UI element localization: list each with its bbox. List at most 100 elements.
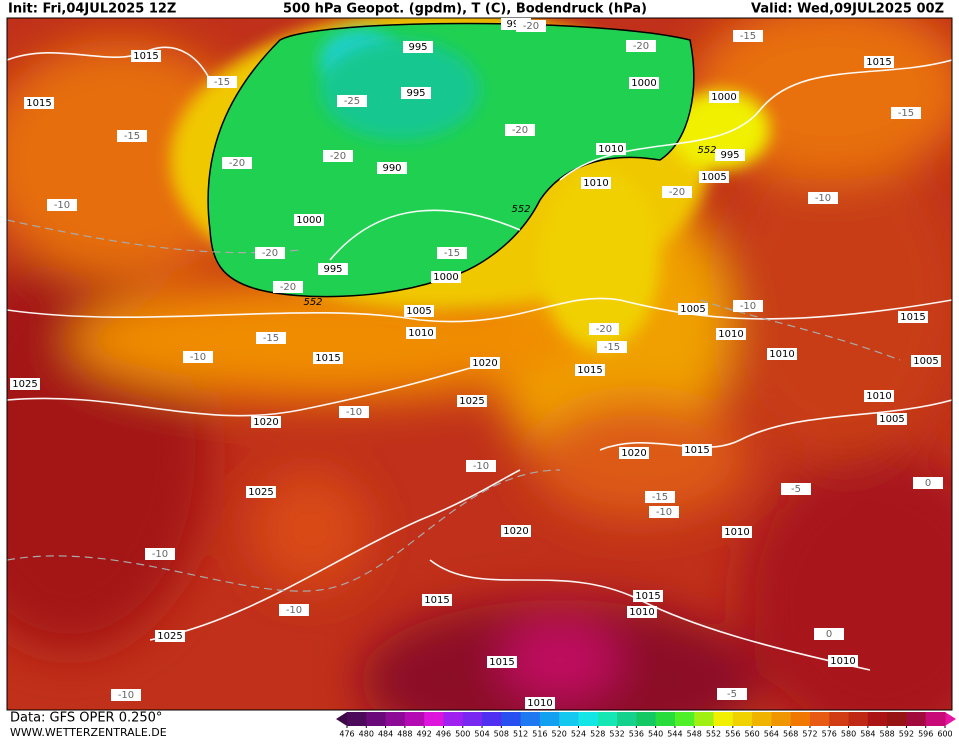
temperature-label: -10: [740, 301, 756, 312]
colorbar-cell: [906, 712, 927, 726]
label-box: [911, 355, 941, 367]
colorbar-tick-label: 504: [474, 730, 489, 739]
label-box: [406, 327, 436, 339]
label-box: [678, 303, 708, 315]
colorbar: 476 480 484 488 492 496 500 504 508 512 516 520 524 5…: [336, 712, 956, 739]
label-box: [828, 655, 858, 667]
isobar-label: 1005: [406, 306, 431, 317]
colorbar-tick-label: 588: [879, 730, 894, 739]
colorbar-tick-label: 520: [552, 730, 567, 739]
colorbar-cell: [462, 712, 483, 726]
label-box: [279, 604, 309, 616]
label-box: [716, 328, 746, 340]
site: WWW.WETTERZENTRALE.DE: [10, 726, 167, 739]
colorbar-cell: [713, 712, 734, 726]
temperature-label: -15: [740, 31, 756, 42]
isobar-label: 1005: [913, 356, 938, 367]
temperature-label: -10: [815, 193, 831, 204]
label-box: [891, 107, 921, 119]
colorbar-cell: [347, 712, 367, 726]
label-box: [715, 149, 745, 161]
colorbar-under: [336, 712, 347, 726]
label-box: [733, 30, 763, 42]
colorbar-cell: [655, 712, 676, 726]
temperature-label: -20: [633, 41, 649, 52]
colorbar-cell: [443, 712, 464, 726]
colorbar-cell: [674, 712, 695, 726]
temperature-label: -20: [523, 21, 539, 32]
isobar-label: 1010: [769, 349, 794, 360]
colorbar-over: [945, 712, 956, 726]
label-box: [709, 91, 739, 103]
label-box: [877, 413, 907, 425]
isobar-label: 1025: [248, 487, 273, 498]
label-box: [898, 311, 928, 323]
colorbar-tick-label: 564: [764, 730, 779, 739]
label-box: [131, 50, 161, 62]
colorbar-cell: [559, 712, 579, 726]
isobar-label: 1010: [866, 391, 891, 402]
temperature-label: -20: [512, 125, 528, 136]
label-box: [207, 76, 237, 88]
colorbar-tick-label: 568: [783, 730, 798, 739]
colorbar-cell: [809, 712, 830, 726]
temperature-label: -15: [604, 342, 620, 353]
label-box: [913, 477, 943, 489]
temperature-label: -10: [118, 690, 134, 701]
isobar-label: 1025: [157, 631, 182, 642]
colorbar-cell: [617, 712, 637, 726]
isobar-label: 995: [720, 150, 739, 161]
temperature-label: -15: [652, 492, 668, 503]
valid-time: Valid: Wed,09JUL2025 00Z: [751, 2, 944, 17]
colorbar-cell: [694, 712, 715, 726]
label-box: [323, 150, 353, 162]
label-box: [733, 300, 763, 312]
label-box: [422, 594, 452, 606]
colorbar-cell: [887, 712, 907, 726]
colorbar-tick-label: 512: [513, 730, 528, 739]
colorbar-tick-label: 516: [532, 730, 547, 739]
label-box: [273, 281, 303, 293]
isobar-label: 1020: [472, 358, 497, 369]
height-label: 552: [511, 204, 530, 215]
colorbar-tick-label: 548: [687, 730, 702, 739]
label-box: [466, 460, 496, 472]
label-box: [337, 95, 367, 107]
isobar-label: 1025: [12, 379, 37, 390]
isobar-label: 1015: [900, 312, 925, 323]
temperature-label: -20: [262, 248, 278, 259]
colorbar-tick-label: 572: [802, 730, 817, 739]
label-box: [256, 332, 286, 344]
isobar-label: 1020: [621, 448, 646, 459]
label-box: [626, 40, 656, 52]
label-box: [10, 378, 40, 390]
label-box: [246, 486, 276, 498]
isobar-label: 1010: [629, 607, 654, 618]
label-box: [318, 263, 348, 275]
init-time: Init: Fri,04JUL2025 12Z: [8, 2, 176, 17]
isobar-label: 1000: [433, 272, 458, 283]
isobar-label: 1005: [680, 304, 705, 315]
label-box: [457, 395, 487, 407]
label-box: [431, 271, 461, 283]
label-box: [581, 177, 611, 189]
colorbar-tick-label: 552: [706, 730, 721, 739]
isobar-label: 990: [382, 163, 401, 174]
colorbar-cell: [539, 712, 560, 726]
colorbar-tick-label: 536: [629, 730, 644, 739]
isobar-label: 1015: [315, 353, 340, 364]
map-title: 500 hPa Geopot. (gpdm), T (C), Bodendruc…: [283, 2, 647, 17]
label-box: [633, 590, 663, 602]
colorbar-tick-label: 528: [590, 730, 605, 739]
colorbar-cell: [790, 712, 811, 726]
isobar-label: 1010: [408, 328, 433, 339]
isobar-label: 1005: [701, 172, 726, 183]
colorbar-cell: [424, 712, 444, 726]
label-box: [699, 171, 729, 183]
isobar-label: 1010: [718, 329, 743, 340]
label-box: [864, 56, 894, 68]
label-box: [645, 491, 675, 503]
isobar-label: 1010: [583, 178, 608, 189]
temperature-label: -25: [344, 96, 360, 107]
isobar-label: 995: [408, 42, 427, 53]
